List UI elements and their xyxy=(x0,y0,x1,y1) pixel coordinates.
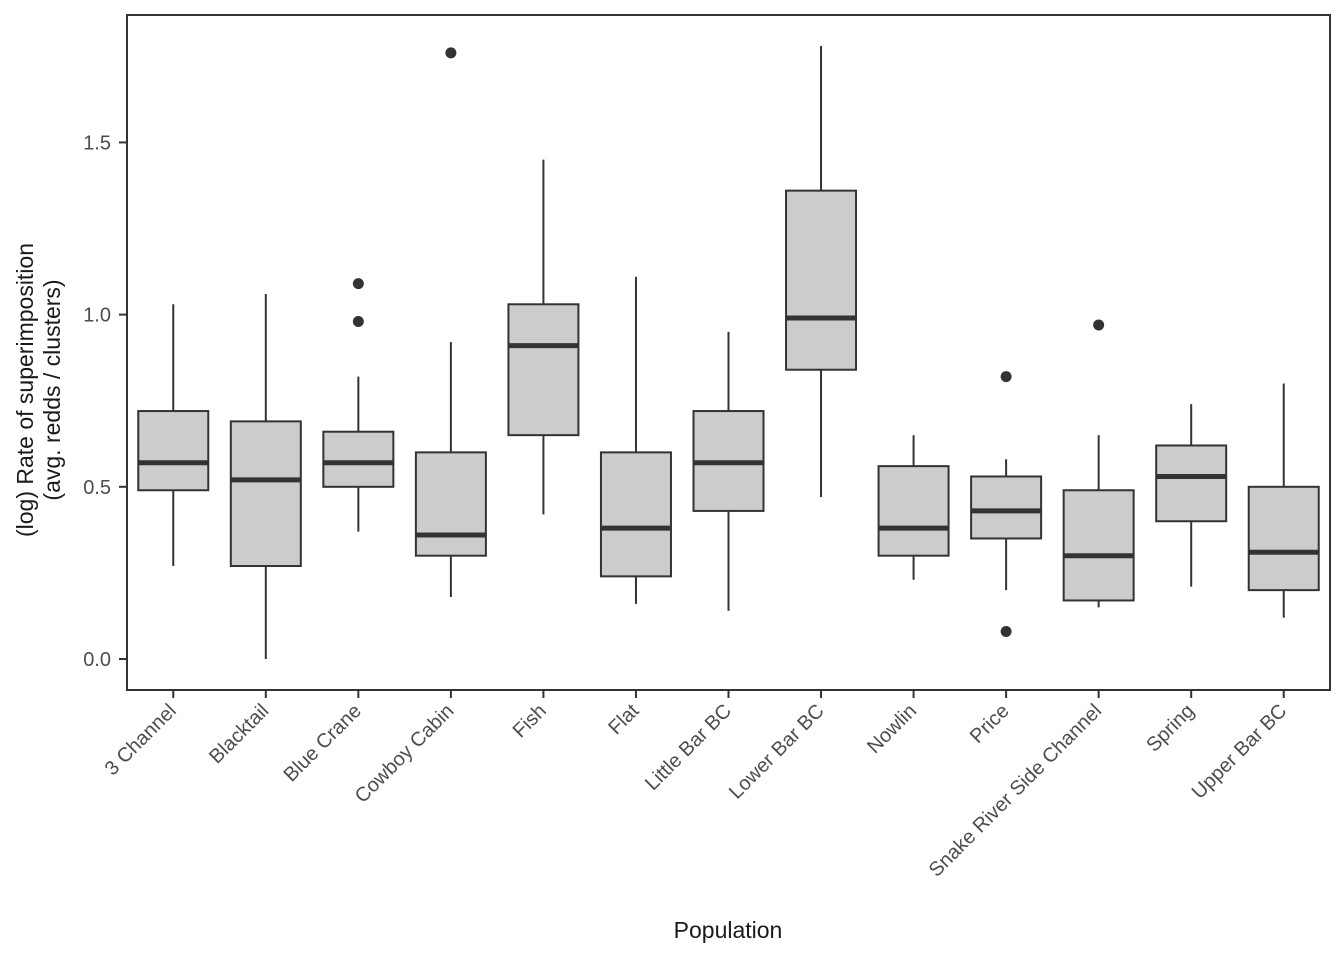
iqr-box xyxy=(970,475,1043,540)
boxplot-little-bar-bc xyxy=(692,331,765,611)
x-category-label: 3 Channel xyxy=(101,700,181,780)
x-category-label: Blacktail xyxy=(205,700,273,768)
y-axis-ticks: 0.0 0.5 1.0 1.5 xyxy=(83,132,127,671)
outlier-point xyxy=(1000,625,1012,637)
x-category-label: Little Bar BC xyxy=(641,700,736,795)
x-category-label: Snake River Side Channel xyxy=(925,700,1106,881)
iqr-box xyxy=(1062,489,1135,602)
iqr-box xyxy=(1247,485,1320,592)
y-tick-label: 0.5 xyxy=(83,477,111,499)
boxplot-lower-bar-bc xyxy=(785,45,858,498)
outlier-point xyxy=(1093,319,1105,331)
iqr-box xyxy=(322,430,395,488)
x-category-label: Blue Crane xyxy=(280,700,366,786)
boxplot-upper-bar-bc xyxy=(1247,383,1320,618)
boxplot-fish xyxy=(507,159,580,515)
outlier-point xyxy=(445,47,457,59)
x-category-label: Cowboy Cabin xyxy=(351,700,459,808)
x-category-label: Fish xyxy=(509,700,551,742)
iqr-box xyxy=(137,410,210,492)
outlier-point xyxy=(352,316,364,328)
boxplot-blacktail xyxy=(229,293,302,660)
boxplot-blue-crane xyxy=(322,278,395,532)
boxplot-3-channel xyxy=(137,304,210,567)
outlier-point xyxy=(1000,371,1012,383)
y-tick-label: 1.0 xyxy=(83,305,111,327)
y-tick-label: 0.0 xyxy=(83,649,111,671)
y-axis-title-line1: (log) Rate of superimposition xyxy=(12,243,38,537)
iqr-box xyxy=(1155,444,1228,523)
iqr-box xyxy=(599,451,672,578)
boxplot-cowboy-cabin xyxy=(414,47,487,598)
x-category-label: Flat xyxy=(604,700,643,739)
outlier-point xyxy=(352,278,364,290)
boxplot-price xyxy=(970,371,1043,637)
x-category-label: Spring xyxy=(1142,700,1198,756)
iqr-box xyxy=(785,189,858,371)
x-category-label: Price xyxy=(966,700,1014,748)
boxplot-series xyxy=(137,45,1320,660)
y-axis-title-line2: (avg. redds / clusters) xyxy=(39,279,65,500)
x-axis-title: Population xyxy=(674,917,783,943)
x-category-label: Upper Bar BC xyxy=(1188,700,1292,804)
boxplot-flat xyxy=(599,276,672,604)
x-category-label: Nowlin xyxy=(863,700,921,758)
iqr-box xyxy=(229,420,302,568)
boxplot-nowlin xyxy=(877,435,950,580)
iqr-box xyxy=(877,465,950,557)
boxplot-snake-river-side-channel xyxy=(1062,319,1135,608)
x-category-label: Lower Bar BC xyxy=(725,700,829,804)
y-tick-label: 1.5 xyxy=(83,132,111,154)
iqr-box xyxy=(507,303,580,437)
iqr-box xyxy=(414,451,487,557)
boxplot-spring xyxy=(1155,404,1228,587)
